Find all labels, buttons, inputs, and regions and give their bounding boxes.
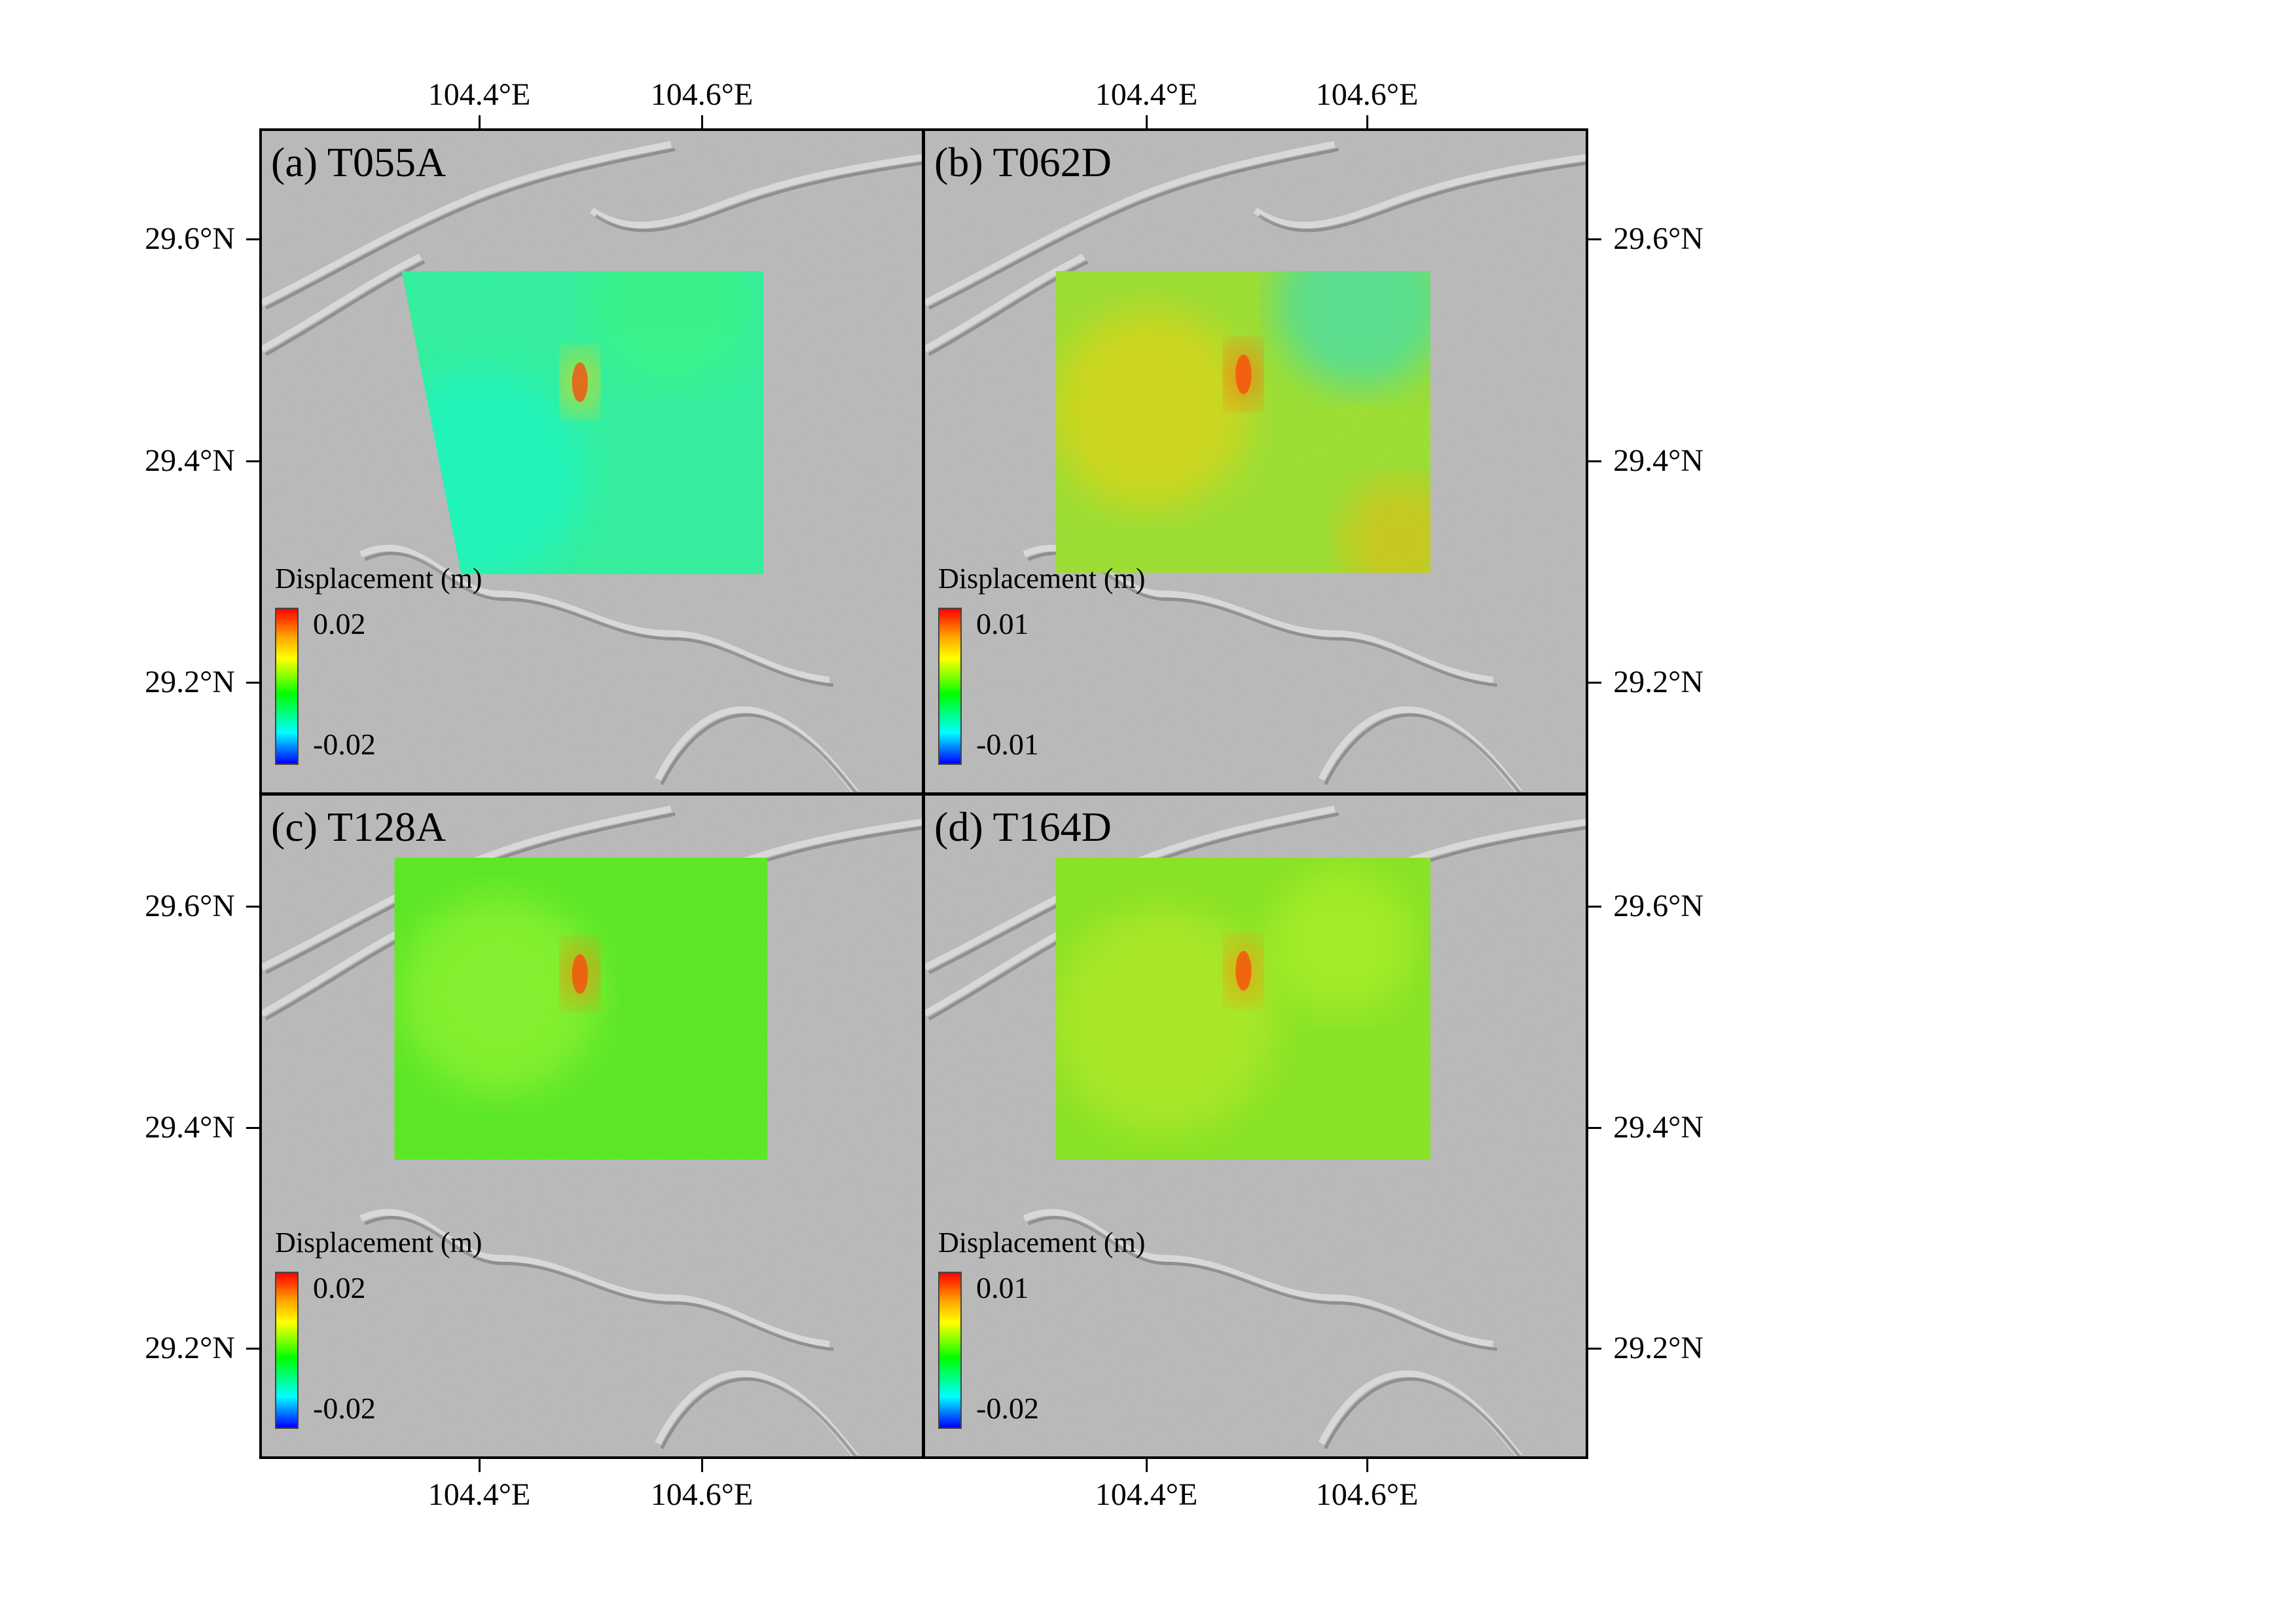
lat-label-left-bottom-29.2: 29.2°N	[145, 1331, 235, 1365]
lat-label-right-top-29.6: 29.6°N	[1613, 221, 1704, 256]
lat-label-left-bottom-29.4: 29.4°N	[145, 1110, 235, 1145]
terrain-ridge-shadow	[264, 147, 676, 310]
lon-label-top-left-104.6: 104.6°E	[650, 77, 754, 112]
colorbar	[275, 608, 299, 765]
legend-title: Displacement (m)	[938, 563, 1146, 595]
displacement-field	[1055, 271, 1430, 573]
terrain-ridge-shadow	[594, 161, 922, 232]
map-panel-d: (d) T164D Displacement (m) 0.01 -0.02	[925, 796, 1586, 1456]
lat-label-left-top-29.4: 29.4°N	[145, 443, 235, 478]
lon-label-bottom-left-104.4: 104.4°E	[428, 1477, 531, 1512]
tick-mark	[1588, 1348, 1601, 1350]
tick-mark	[1588, 682, 1601, 684]
legend-max-value: 0.01	[976, 607, 1029, 640]
terrain-ridge-shadow	[1324, 713, 1522, 792]
colorbar-legend: Displacement (m) 0.02 -0.02	[275, 1228, 615, 1445]
tick-mark	[246, 1348, 259, 1350]
hillshade-map	[925, 796, 1586, 1456]
map-panel-a: (a) T055A Displacement (m) 0.02 -0.02	[262, 131, 922, 792]
tick-mark	[246, 906, 259, 908]
terrain-ridge	[262, 253, 422, 352]
legend-max-value: 0.01	[976, 1271, 1029, 1304]
tick-mark	[1588, 460, 1601, 462]
lon-label-top-right-104.6: 104.6°E	[1315, 77, 1419, 112]
legend-min-value: -0.02	[313, 1392, 376, 1425]
tick-mark	[701, 115, 703, 128]
lon-label-bottom-right-104.4: 104.4°E	[1095, 1477, 1198, 1512]
legend-title: Displacement (m)	[938, 1227, 1146, 1259]
legend-max-value: 0.02	[313, 607, 366, 640]
terrain-ridge	[1023, 1209, 1494, 1348]
tick-mark	[246, 460, 259, 462]
map-panel-c: (c) T128A Displacement (m) 0.02 -0.02	[262, 796, 922, 1456]
lon-label-top-left-104.4: 104.4°E	[428, 77, 531, 112]
terrain-ridge-shadow	[364, 1215, 834, 1352]
colorbar-legend: Displacement (m) 0.01 -0.01	[938, 564, 1279, 781]
legend-min-value: -0.01	[976, 728, 1039, 761]
tick-mark	[1588, 1127, 1601, 1129]
tick-mark	[479, 115, 481, 128]
legend-title: Displacement (m)	[275, 563, 483, 595]
panel-title: (d) T164D	[934, 803, 1112, 850]
tick-mark	[1588, 238, 1601, 240]
terrain-ridge	[262, 141, 672, 306]
lon-label-top-right-104.4: 104.4°E	[1095, 77, 1198, 112]
tick-mark	[701, 1459, 703, 1472]
lat-label-right-bottom-29.2: 29.2°N	[1613, 1331, 1704, 1365]
colorbar-legend: Displacement (m) 0.02 -0.02	[275, 564, 615, 781]
tick-mark	[1146, 1459, 1148, 1472]
tick-mark	[246, 682, 259, 684]
panel-title: (b) T062D	[934, 139, 1112, 185]
tick-mark	[1146, 115, 1148, 128]
terrain-ridge	[359, 1209, 830, 1348]
colorbar	[275, 1272, 299, 1429]
terrain-ridge-shadow	[1324, 1377, 1522, 1456]
colorbar	[938, 1272, 962, 1429]
lat-label-right-top-29.2: 29.2°N	[1613, 665, 1704, 699]
terrain-ridge	[1253, 154, 1586, 229]
lat-label-left-top-29.6: 29.6°N	[145, 221, 235, 256]
hillshade-map	[262, 131, 922, 792]
legend-min-value: -0.02	[313, 728, 376, 761]
legend-min-value: -0.02	[976, 1392, 1039, 1425]
map-panel-b: (b) T062D Displacement (m) 0.01 -0.01	[925, 131, 1586, 792]
lon-label-bottom-right-104.6: 104.6°E	[1315, 1477, 1419, 1512]
terrain-ridge-shadow	[660, 713, 858, 792]
tick-mark	[246, 238, 259, 240]
lat-label-left-top-29.2: 29.2°N	[145, 665, 235, 699]
terrain-ridge	[925, 141, 1336, 306]
terrain-ridge	[590, 154, 922, 229]
hillshade-map	[262, 796, 922, 1456]
lat-label-right-bottom-29.6: 29.6°N	[1613, 889, 1704, 923]
colorbar	[938, 608, 962, 765]
panel-title: (a) T055A	[271, 139, 446, 185]
tick-mark	[246, 1127, 259, 1129]
colorbar-legend: Displacement (m) 0.01 -0.02	[938, 1228, 1279, 1445]
terrain-ridge-shadow	[660, 1377, 858, 1456]
tick-mark	[1366, 115, 1368, 128]
terrain-ridge	[359, 544, 830, 684]
terrain-ridge	[925, 253, 1085, 352]
terrain-ridge-shadow	[1027, 1215, 1498, 1352]
displacement-field	[1055, 857, 1430, 1160]
lat-label-left-bottom-29.6: 29.6°N	[145, 889, 235, 923]
tick-mark	[479, 1459, 481, 1472]
panel-title: (c) T128A	[271, 803, 446, 850]
lat-label-right-top-29.4: 29.4°N	[1613, 443, 1704, 478]
terrain-ridge-shadow	[364, 551, 834, 687]
tick-mark	[1588, 906, 1601, 908]
legend-title: Displacement (m)	[275, 1227, 483, 1259]
panel-divider-horizontal	[259, 792, 1588, 796]
displacement-field	[394, 857, 768, 1160]
terrain-ridge-shadow	[928, 147, 1339, 310]
legend-max-value: 0.02	[313, 1271, 366, 1304]
hillshade-map	[925, 131, 1586, 792]
terrain-ridge-shadow	[1258, 161, 1586, 232]
lon-label-bottom-left-104.6: 104.6°E	[650, 1477, 754, 1512]
tick-mark	[1366, 1459, 1368, 1472]
lat-label-right-bottom-29.4: 29.4°N	[1613, 1110, 1704, 1145]
